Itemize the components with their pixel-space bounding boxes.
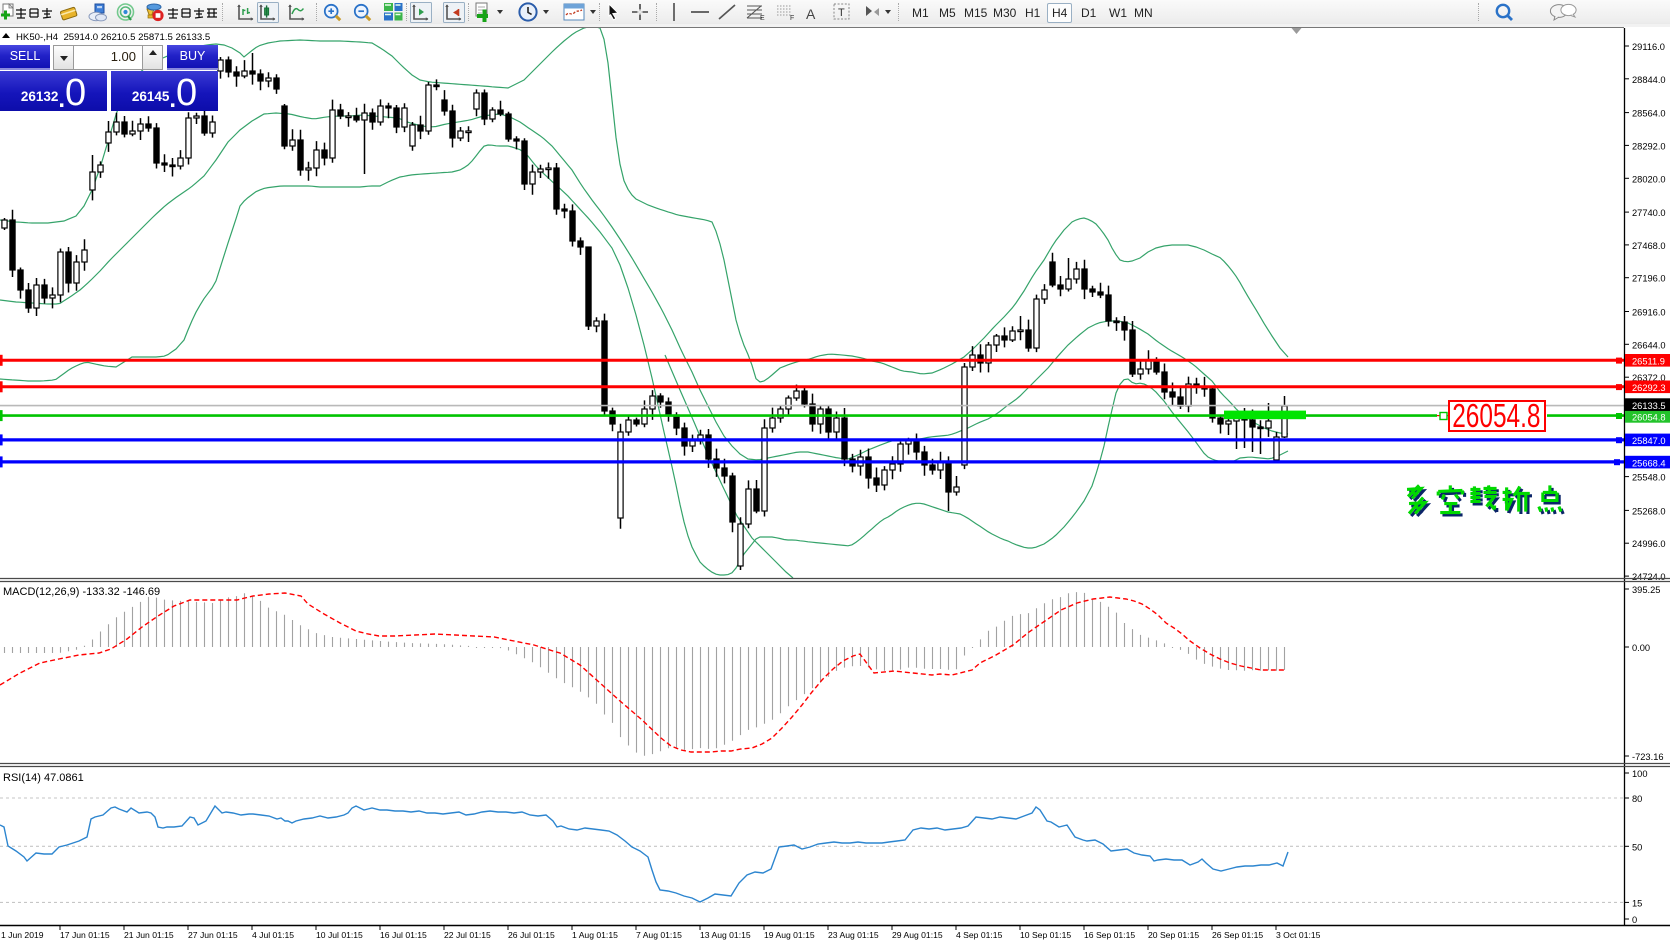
svg-text:80: 80 — [1632, 794, 1642, 804]
svg-text:23 Aug 01:15: 23 Aug 01:15 — [828, 930, 879, 940]
svg-text:16 Sep 01:15: 16 Sep 01:15 — [1084, 930, 1135, 940]
svg-text:7 Aug 01:15: 7 Aug 01:15 — [636, 930, 682, 940]
svg-text:27 Jun 01:15: 27 Jun 01:15 — [188, 930, 238, 940]
svg-text:-723.16: -723.16 — [1632, 752, 1664, 762]
svg-text:26 Sep 01:15: 26 Sep 01:15 — [1212, 930, 1263, 940]
svg-text:22 Jul 01:15: 22 Jul 01:15 — [444, 930, 491, 940]
svg-text:25668.4: 25668.4 — [1632, 458, 1666, 468]
svg-text:26511.9: 26511.9 — [1632, 357, 1665, 367]
svg-text:T: T — [838, 7, 845, 19]
svg-text:100: 100 — [1632, 769, 1648, 779]
svg-text:4 Sep 01:15: 4 Sep 01:15 — [956, 930, 1003, 940]
svg-text:21 Jun 01:15: 21 Jun 01:15 — [124, 930, 174, 940]
svg-text:26644.0: 26644.0 — [1632, 340, 1666, 350]
svg-text:25847.0: 25847.0 — [1632, 436, 1666, 446]
svg-text:27196.0: 27196.0 — [1632, 274, 1666, 284]
svg-text:17 Jun 01:15: 17 Jun 01:15 — [60, 930, 110, 940]
svg-text:26133.5: 26133.5 — [1632, 401, 1666, 411]
svg-text:19 Aug 01:15: 19 Aug 01:15 — [764, 930, 815, 940]
svg-text:0: 0 — [1632, 915, 1637, 925]
svg-text:4 Jul 01:15: 4 Jul 01:15 — [252, 930, 294, 940]
svg-text:28020.0: 28020.0 — [1632, 174, 1666, 184]
svg-text:27468.0: 27468.0 — [1632, 241, 1666, 251]
svg-text:0.00: 0.00 — [1632, 643, 1650, 653]
svg-text:10 Jul 01:15: 10 Jul 01:15 — [316, 930, 363, 940]
svg-text:E: E — [760, 15, 765, 22]
svg-text:20 Sep 01:15: 20 Sep 01:15 — [1148, 930, 1199, 940]
svg-text:10 Sep 01:15: 10 Sep 01:15 — [1020, 930, 1071, 940]
svg-text:26372.0: 26372.0 — [1632, 373, 1666, 383]
svg-text:26054.8: 26054.8 — [1632, 413, 1666, 423]
svg-text:1 Aug 01:15: 1 Aug 01:15 — [572, 930, 618, 940]
svg-text:28844.0: 28844.0 — [1632, 75, 1666, 85]
svg-text:RSI(14) 47.0861: RSI(14) 47.0861 — [3, 772, 84, 784]
svg-text:24724.0: 24724.0 — [1632, 572, 1666, 582]
svg-text:MACD(12,26,9) -133.32 -146.69: MACD(12,26,9) -133.32 -146.69 — [3, 586, 160, 598]
svg-text:395.25: 395.25 — [1632, 585, 1660, 595]
svg-text:27740.0: 27740.0 — [1632, 208, 1666, 218]
svg-text:24996.0: 24996.0 — [1632, 539, 1666, 549]
svg-text:25548.0: 25548.0 — [1632, 473, 1666, 483]
svg-text:26292.3: 26292.3 — [1632, 383, 1666, 393]
svg-text:16 Jul 01:15: 16 Jul 01:15 — [380, 930, 427, 940]
svg-text:F: F — [790, 15, 794, 22]
svg-text:13 Aug 01:15: 13 Aug 01:15 — [700, 930, 751, 940]
svg-text:28564.0: 28564.0 — [1632, 109, 1666, 119]
svg-text:3 Oct 01:15: 3 Oct 01:15 — [1276, 930, 1321, 940]
svg-text:29116.0: 29116.0 — [1632, 42, 1665, 52]
svg-text:26916.0: 26916.0 — [1632, 308, 1666, 318]
svg-text:15: 15 — [1632, 898, 1642, 908]
svg-text:28292.0: 28292.0 — [1632, 141, 1666, 151]
svg-text:1 Jun 2019: 1 Jun 2019 — [1, 930, 44, 940]
svg-text:29 Aug 01:15: 29 Aug 01:15 — [892, 930, 943, 940]
svg-text:25268.0: 25268.0 — [1632, 506, 1666, 516]
svg-text:50: 50 — [1632, 842, 1642, 852]
svg-text:26 Jul 01:15: 26 Jul 01:15 — [508, 930, 555, 940]
